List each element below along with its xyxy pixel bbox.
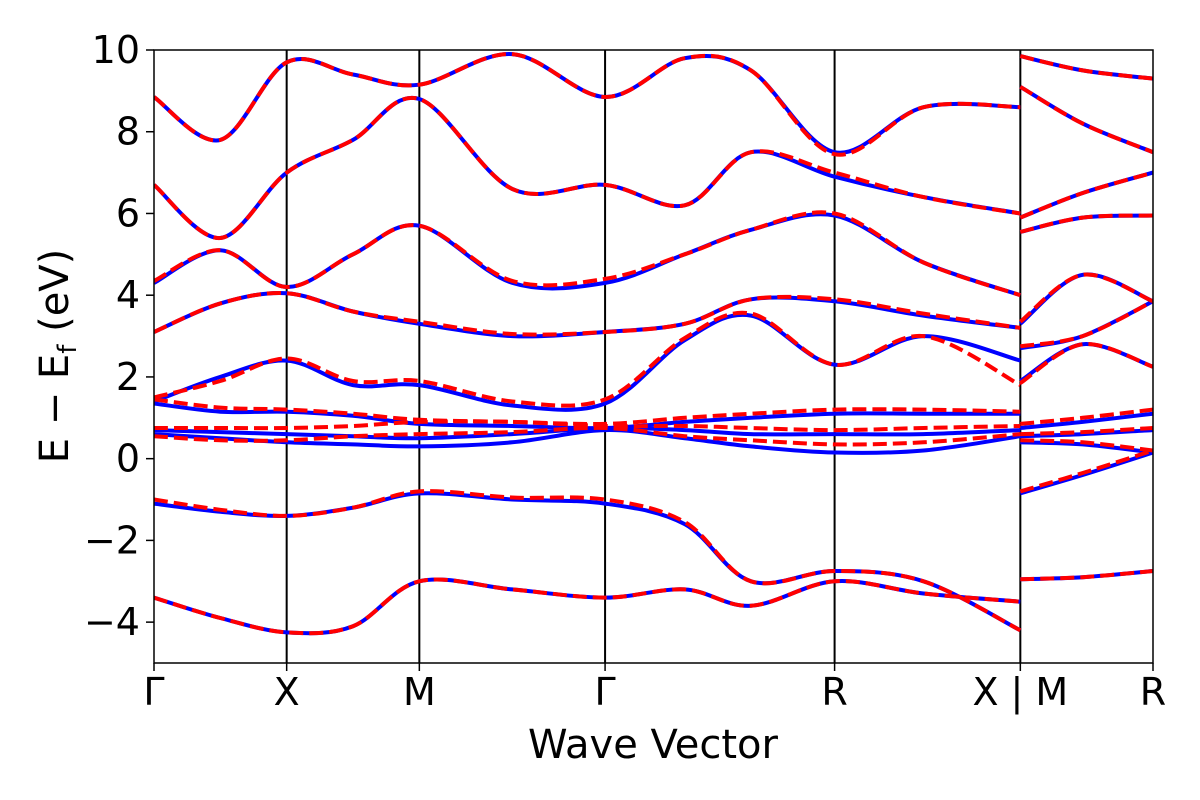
solid-band-line (154, 401, 1021, 431)
dashed-band-line (1020, 438, 1153, 453)
y-tick-label: −4 (84, 600, 140, 644)
dashed-band-line (1019, 342, 1153, 385)
x-axis-ticks: Γ X M Γ R X | M R (143, 663, 1166, 715)
dashed-band-line (1020, 407, 1153, 426)
dashed-band-line (154, 397, 1021, 427)
y-axis-ticks: −4 −2 0 2 4 6 8 10 (84, 28, 154, 644)
dashed-band-line (154, 419, 1021, 433)
dashed-band-line (1020, 569, 1153, 582)
y-tick-label: 4 (116, 273, 140, 317)
x-tick-label: X | M (972, 670, 1068, 715)
dashed-band-line (154, 290, 1021, 337)
y-axis-label-unit: (eV) (32, 249, 78, 345)
y-tick-label: 6 (116, 191, 140, 235)
y-axis-label: E − Ef (eV) (32, 249, 83, 464)
dashed-band-line (154, 310, 1022, 408)
solid-band-line (1019, 272, 1153, 326)
dashed-band-line (154, 210, 1021, 298)
dashed-band-line (154, 52, 1021, 157)
x-tick-label: Γ (594, 670, 615, 714)
x-tick-label: R (821, 670, 847, 714)
y-axis-label-main: E − E (32, 354, 78, 464)
y-tick-label: 8 (116, 110, 140, 154)
solid-band-line (1020, 411, 1153, 430)
y-axis-label-sub: f (53, 344, 83, 354)
plot-frame (153, 49, 1154, 664)
dashed-band-line (1020, 426, 1153, 437)
y-tick-label: 0 (116, 437, 140, 481)
solid-band-line (154, 425, 1021, 441)
y-tick-label: 2 (116, 355, 140, 399)
dashed-band-line (1019, 54, 1153, 81)
x-tick-label: R (1140, 670, 1166, 714)
dashed-band-line (154, 489, 1022, 633)
dashed-band-line (154, 425, 1021, 447)
dashed-band-line (1019, 85, 1153, 155)
x-tick-label: Γ (143, 670, 164, 714)
dashed-band-line (1019, 213, 1153, 234)
band-lines (154, 52, 1153, 636)
x-tick-label: M (403, 670, 436, 714)
dashed-band-line (1019, 170, 1153, 220)
dashed-band-line (154, 95, 1021, 240)
dashed-band-line (1019, 299, 1153, 349)
solid-band-line (1020, 440, 1153, 455)
dashed-band-line (1019, 448, 1153, 494)
x-axis-label: Wave Vector (528, 722, 779, 768)
y-tick-label: −2 (84, 518, 140, 562)
x-tick-label: X (274, 670, 300, 714)
dashed-band-line (154, 577, 1021, 636)
y-tick-label: 10 (92, 28, 140, 72)
